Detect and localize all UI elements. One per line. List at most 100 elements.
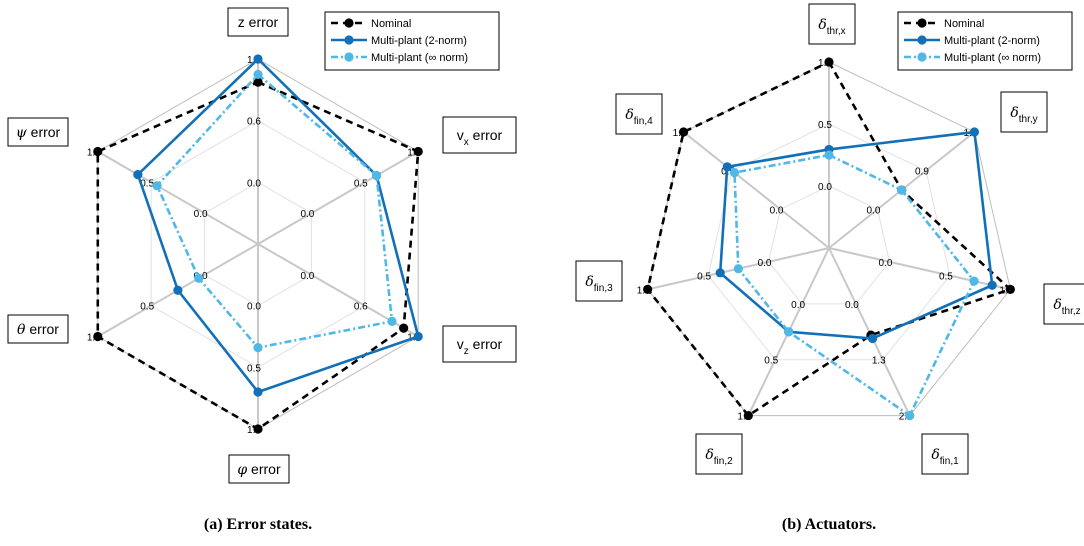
axis-label-box (442, 325, 517, 363)
legend: Nominal Multi-plant (2-norm) Multi-plant (… (897, 11, 1073, 71)
series-point (715, 268, 725, 278)
series-point (867, 333, 878, 344)
axis-label-box (808, 3, 856, 45)
axis-label-box (921, 433, 969, 475)
tick-label: 1.3 (872, 356, 886, 367)
series-point (729, 168, 740, 178)
series-point (1005, 284, 1015, 294)
series-point (152, 181, 162, 191)
axis-label: δfin,4 (615, 93, 663, 135)
series-point (371, 170, 382, 181)
tick-label: 0.5 (764, 356, 778, 367)
series-point (987, 280, 997, 290)
tick-label: 0.5 (354, 178, 368, 189)
series-point (413, 331, 423, 342)
legend: Nominal Multi-plant (2-norm) Multi-plant (… (324, 11, 500, 71)
tick-label: 0.0 (867, 205, 881, 216)
series-line (646, 60, 1012, 417)
axis-label-text: δfin,2 (705, 447, 733, 467)
tick-label: 0.0 (758, 258, 772, 269)
tick-label: 0.0 (791, 300, 805, 311)
tick-label: 0.5 (247, 363, 261, 374)
axis-label-text: δfin,3 (585, 274, 613, 294)
series-point (194, 273, 204, 283)
series-point (253, 77, 263, 87)
legend-label: Multi-plant (∞ norm) (944, 52, 1041, 64)
radar-chart-actuators: 0.00.51.00.00.91.90.00.51.00.01.32.50.00… (575, 3, 1084, 533)
legend-marker (917, 35, 927, 45)
axis-label-box (227, 7, 289, 37)
tick-label: 0.0 (845, 300, 859, 311)
tick-label: 0.5 (140, 302, 154, 313)
tick-label: 0.0 (770, 205, 784, 216)
axis-label-text: δthr,z (1053, 297, 1080, 317)
series-point (824, 57, 834, 67)
series-line (733, 153, 976, 417)
series-point (387, 316, 397, 326)
tick-label: 0.6 (354, 302, 368, 313)
series-point (133, 170, 143, 180)
axis-label-text: z error (238, 14, 279, 30)
legend-marker (917, 52, 927, 62)
axis-label-box (615, 93, 663, 135)
radar-chart-error-states: 0.00.61.20.00.51.00.00.61.10.00.51.00.00… (7, 7, 517, 533)
series-point (969, 276, 979, 286)
legend-label: Multi-plant (2-norm) (944, 35, 1040, 47)
axis-label: δfin,3 (575, 260, 623, 302)
axis-label-text: δthr,y (1010, 105, 1037, 125)
tick-label: 0.0 (818, 182, 832, 193)
axis-label: z error (227, 7, 289, 37)
axis-label: δfin,1 (921, 433, 969, 475)
axis-label-box (1000, 91, 1048, 133)
figure-caption: (b) Actuators. (782, 516, 876, 533)
axis-label-text: vz error (457, 336, 503, 357)
tick-label: 0.6 (247, 117, 261, 128)
axis-label: θ error (7, 314, 69, 344)
series-line (136, 57, 420, 394)
grid-ring (647, 61, 1011, 417)
tick-label: 0.5 (140, 178, 154, 189)
axis-label-box (442, 116, 517, 154)
tick-label: 0.0 (247, 178, 261, 189)
series-point (93, 146, 103, 157)
legend-label: Multi-plant (2-norm) (371, 35, 467, 47)
tick-label: 0.5 (721, 167, 735, 178)
axis-label: δfin,2 (695, 433, 743, 475)
series-point (678, 127, 689, 137)
series-point (413, 146, 423, 157)
tick-label: 0.5 (939, 272, 953, 283)
axis-label-box (7, 314, 69, 344)
axis-label-box (695, 433, 743, 475)
axis-label-text: δfin,1 (931, 447, 959, 467)
legend-label: Nominal (371, 18, 411, 30)
series-point (743, 410, 753, 421)
tick-label: 0.0 (300, 271, 314, 282)
axis-label: φ error (228, 454, 290, 484)
tick-label: 0.0 (878, 258, 892, 269)
tick-label: 0.0 (300, 209, 314, 220)
legend-marker (344, 35, 354, 45)
legend-label: Nominal (944, 18, 984, 30)
series-point (253, 424, 263, 434)
figure-caption: (a) Error states. (204, 516, 312, 533)
grid-spoke (682, 131, 830, 249)
series-point (784, 327, 794, 337)
axis-label-box (228, 454, 290, 484)
series-point (722, 162, 732, 172)
series-point (253, 69, 263, 80)
tick-label: 0.0 (194, 209, 208, 220)
axis-label: δthr,y (1000, 91, 1048, 133)
axis-label-box (7, 117, 69, 147)
series-point (173, 285, 183, 295)
series-point (643, 284, 653, 294)
legend-marker (344, 52, 354, 62)
legend-marker (344, 18, 354, 28)
grid-spoke (257, 150, 419, 245)
axis-label: vz error (442, 325, 517, 363)
axis-label-text: vx error (457, 127, 503, 148)
axis-label-text: φ error (237, 461, 281, 478)
grid-ring (768, 185, 890, 305)
legend-marker (917, 18, 927, 28)
grid-spoke (97, 150, 259, 245)
